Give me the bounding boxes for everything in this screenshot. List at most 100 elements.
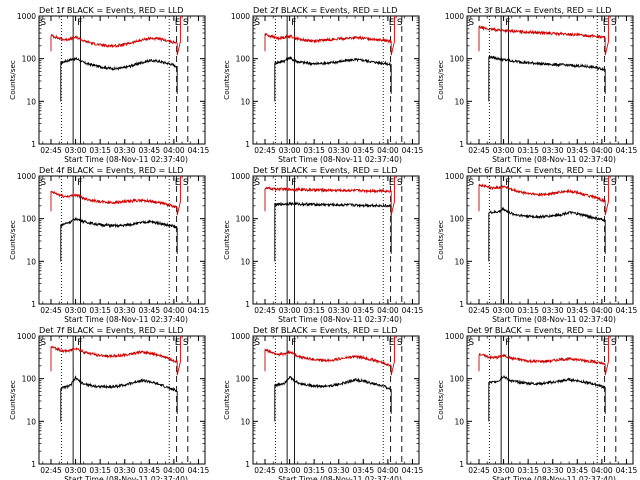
y-tick-label: 10	[26, 97, 36, 106]
x-tick-label: 04:00	[163, 466, 185, 475]
marker-label: F	[291, 338, 296, 348]
x-tick-label: 03:30	[114, 306, 136, 315]
x-axis-label: Start Time (08-Nov-11 02:37:40)	[64, 475, 188, 480]
marker-label: S	[611, 338, 617, 348]
x-tick-label: 04:00	[591, 306, 613, 315]
marker-label: S	[397, 178, 403, 188]
panel-det-4: Det 4f BLACK = Events, RED = LLD 1 10 100 10…	[8, 165, 209, 324]
x-tick-label: 03:30	[328, 306, 350, 315]
marker-label: F	[291, 178, 296, 188]
y-tick-label: 100	[22, 215, 37, 224]
events-series-line	[488, 374, 606, 422]
y-tick-label: 100	[450, 375, 465, 384]
marker-label: S	[611, 178, 617, 188]
marker-label: S	[183, 338, 189, 348]
y-tick-label: 1000	[231, 332, 250, 341]
x-tick-label: 03:45	[352, 146, 374, 155]
panel-det-1: Det 1f BLACK = Events, RED = LLD 1 10 100 10…	[8, 5, 209, 164]
plot-frame	[466, 175, 634, 305]
x-tick-label: 03:00	[279, 306, 301, 315]
events-series-line	[274, 55, 392, 102]
y-tick-label: 10	[240, 417, 250, 426]
marker-label: S	[254, 338, 260, 348]
x-tick-label: 03:45	[566, 466, 588, 475]
y-tick-label: 100	[450, 55, 465, 64]
y-tick-label: 10	[454, 417, 464, 426]
x-tick-label: 04:00	[163, 306, 185, 315]
x-tick-label: 04:15	[402, 146, 424, 155]
x-tick-label: 03:15	[303, 466, 325, 475]
x-tick-label: 02:45	[254, 306, 276, 315]
x-tick-label: 04:15	[188, 146, 210, 155]
x-tick-label: 03:15	[303, 146, 325, 155]
x-tick-label: 04:15	[188, 466, 210, 475]
x-tick-label: 03:30	[328, 466, 350, 475]
marker-label: S	[397, 338, 403, 348]
y-tick-label: 1	[459, 140, 464, 149]
marker-label: E	[175, 18, 181, 28]
y-axis-label: Counts/sec	[8, 380, 17, 420]
x-tick-label: 03:00	[279, 466, 301, 475]
panel-title: Det 1f BLACK = Events, RED = LLD	[39, 5, 183, 15]
y-tick-label: 1000	[231, 12, 250, 21]
x-tick-label: 04:00	[163, 146, 185, 155]
x-tick-label: 02:45	[40, 466, 62, 475]
panel-title: Det 5f BLACK = Events, RED = LLD	[253, 165, 397, 175]
events-series-line	[60, 217, 178, 262]
x-tick-label: 03:30	[542, 146, 564, 155]
y-tick-label: 1000	[231, 172, 250, 181]
y-tick-label: 1	[31, 140, 36, 149]
y-tick-label: 100	[450, 215, 465, 224]
y-tick-label: 10	[26, 417, 36, 426]
panel-title: Det 4f BLACK = Events, RED = LLD	[39, 165, 183, 175]
x-axis-label: Start Time (08-Nov-11 02:37:40)	[492, 155, 616, 164]
y-tick-label: 1000	[17, 12, 36, 21]
marker-label: S	[468, 178, 474, 188]
lld-series-line	[50, 176, 181, 216]
x-tick-label: 04:00	[591, 146, 613, 155]
x-tick-label: 02:45	[468, 306, 490, 315]
marker-label: E	[175, 338, 181, 348]
x-tick-label: 03:45	[352, 306, 374, 315]
x-tick-label: 03:15	[303, 306, 325, 315]
panel-det-5: Det 5f BLACK = Events, RED = LLD 1 10 100 10…	[222, 165, 423, 324]
y-tick-label: 100	[236, 375, 251, 384]
panel-det-3: Det 3f BLACK = Events, RED = LLD 1 10 100 10…	[436, 5, 637, 164]
y-axis-label: Counts/sec	[8, 220, 17, 260]
marker-label: F	[77, 178, 82, 188]
y-tick-label: 10	[240, 257, 250, 266]
x-tick-label: 04:15	[616, 466, 638, 475]
marker-label: F	[505, 18, 510, 28]
panel-title: Det 8f BLACK = Events, RED = LLD	[253, 325, 397, 335]
y-tick-label: 1	[245, 460, 250, 469]
x-tick-label: 04:15	[402, 306, 424, 315]
x-tick-label: 03:15	[517, 146, 539, 155]
panel-title: Det 3f BLACK = Events, RED = LLD	[467, 5, 611, 15]
x-tick-label: 04:15	[616, 146, 638, 155]
x-axis-label: Start Time (08-Nov-11 02:37:40)	[278, 475, 402, 480]
x-tick-label: 02:45	[468, 146, 490, 155]
x-tick-label: 03:45	[138, 466, 160, 475]
marker-label: F	[505, 338, 510, 348]
marker-label: S	[611, 18, 617, 28]
x-tick-label: 03:30	[542, 306, 564, 315]
marker-label: F	[505, 178, 510, 188]
events-series-line	[488, 55, 606, 102]
events-series-line	[274, 201, 392, 262]
y-axis-label: Counts/sec	[436, 60, 445, 100]
x-tick-label: 03:15	[517, 306, 539, 315]
y-tick-label: 1	[245, 140, 250, 149]
y-tick-label: 1000	[445, 332, 464, 341]
marker-label: E	[389, 338, 395, 348]
marker-label: S	[468, 18, 474, 28]
x-tick-label: 04:00	[377, 146, 399, 155]
marker-label: S	[468, 338, 474, 348]
x-tick-label: 03:30	[114, 466, 136, 475]
x-axis-label: Start Time (08-Nov-11 02:37:40)	[64, 155, 188, 164]
y-axis-label: Counts/sec	[222, 220, 231, 260]
x-tick-label: 04:00	[377, 306, 399, 315]
x-tick-label: 04:15	[188, 306, 210, 315]
y-axis-label: Counts/sec	[8, 60, 17, 100]
marker-label: F	[77, 338, 82, 348]
y-tick-label: 1000	[17, 172, 36, 181]
